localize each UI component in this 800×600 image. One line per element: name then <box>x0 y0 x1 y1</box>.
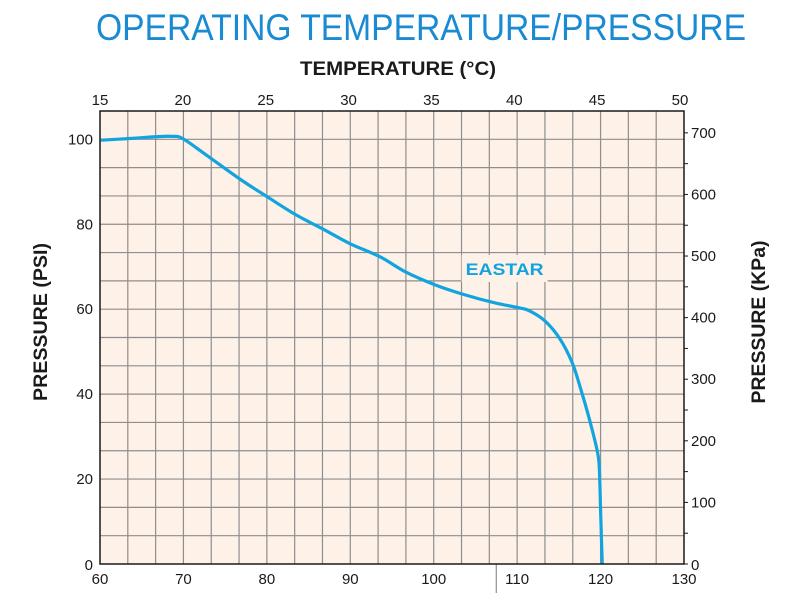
y-right-tick-label: 0 <box>691 557 699 574</box>
y-tick-label: 100 <box>68 131 93 148</box>
x-top-tick-label: 35 <box>423 92 440 109</box>
y-tick-label: 20 <box>76 471 93 488</box>
y-right-tick-label: 600 <box>691 186 716 203</box>
x-tick-label: 80 <box>259 571 276 588</box>
y-tick-label: 60 <box>76 301 93 318</box>
series-label-background <box>461 254 548 282</box>
y-right-tick-label: 400 <box>691 310 716 327</box>
y-right-tick-label: 300 <box>691 371 716 388</box>
series-label-backdrop <box>461 254 548 282</box>
x-top-tick-label: 15 <box>92 92 109 109</box>
y-tick-label: 0 <box>85 557 93 574</box>
series-label: EASTAR <box>466 260 544 279</box>
ticks <box>684 132 688 565</box>
series-group: EASTAR <box>100 134 604 565</box>
x-top-tick-label: 25 <box>257 92 274 109</box>
grid <box>100 111 684 593</box>
y-right-tick-label: 700 <box>691 125 716 142</box>
chart-title: OPERATING TEMPERATURE/PRESSURE <box>96 7 746 48</box>
x-tick-label: 120 <box>588 571 613 588</box>
plot-frame <box>99 110 685 565</box>
y-axis-title-left: PRESSURE (PSI) <box>31 243 52 401</box>
top-axis-title: TEMPERATURE (°C) <box>300 59 496 80</box>
x-top-tick-label: 40 <box>506 92 523 109</box>
x-top-tick-label: 45 <box>589 92 606 109</box>
x-tick-label: 70 <box>175 571 192 588</box>
x-tick-label: 100 <box>421 571 446 588</box>
x-tick-label: 90 <box>342 571 359 588</box>
x-tick-label: 130 <box>671 571 696 588</box>
y-right-tick-label: 100 <box>691 494 716 511</box>
x-tick-label: 60 <box>92 571 109 588</box>
x-top-tick-label: 50 <box>672 92 689 109</box>
y-tick-label: 40 <box>76 386 93 403</box>
x-tick-label: 110 <box>505 571 529 588</box>
x-top-tick-label: 20 <box>175 92 192 109</box>
y-right-tick-label: 500 <box>691 248 716 265</box>
x-top-tick-label: 30 <box>340 92 357 109</box>
y-axis-title-right: PRESSURE (KPa) <box>749 241 770 404</box>
y-tick-label: 80 <box>76 216 93 233</box>
y-right-tick-label: 200 <box>691 433 716 450</box>
